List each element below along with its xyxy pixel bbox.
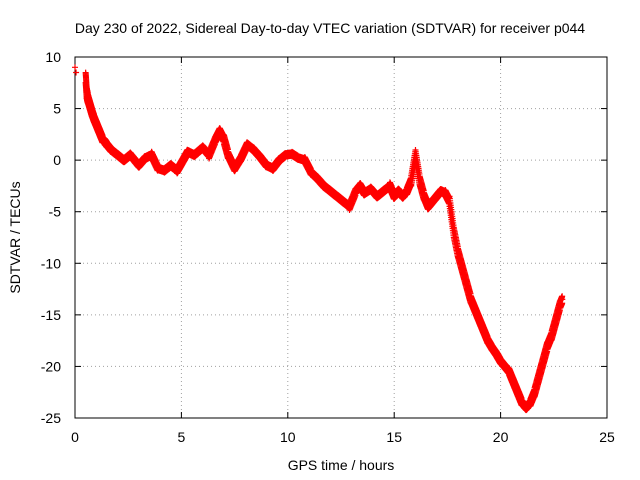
y-tick-label: 0 xyxy=(53,152,61,168)
data-point xyxy=(73,69,80,76)
x-tick-label: 20 xyxy=(493,429,509,445)
data-points xyxy=(72,64,566,414)
chart-title: Day 230 of 2022, Sidereal Day-to-day VTE… xyxy=(75,20,585,36)
y-tick-label: 5 xyxy=(53,101,61,117)
y-tick-label: -20 xyxy=(41,358,61,374)
grid xyxy=(75,57,607,418)
y-tick-label: -15 xyxy=(41,307,61,323)
ticks: 0 5 10 15 20 25 10 5 0 -5 -10 -15 -20 -25 xyxy=(41,49,615,445)
x-tick-label: 25 xyxy=(599,429,615,445)
data-point xyxy=(559,296,566,303)
plot-frame xyxy=(74,56,608,419)
x-axis-title: GPS time / hours xyxy=(288,457,395,473)
x-tick-label: 10 xyxy=(280,429,296,445)
x-tick-label: 0 xyxy=(71,429,79,445)
y-tick-label: -25 xyxy=(41,410,61,426)
y-axis-title: SDTVAR / TECUs xyxy=(7,181,23,293)
y-tick-label: 10 xyxy=(45,49,61,65)
y-tick-label: -5 xyxy=(49,204,62,220)
y-tick-label: -10 xyxy=(41,255,61,271)
x-tick-label: 5 xyxy=(178,429,186,445)
x-tick-label: 15 xyxy=(386,429,402,445)
data-point xyxy=(72,64,78,71)
